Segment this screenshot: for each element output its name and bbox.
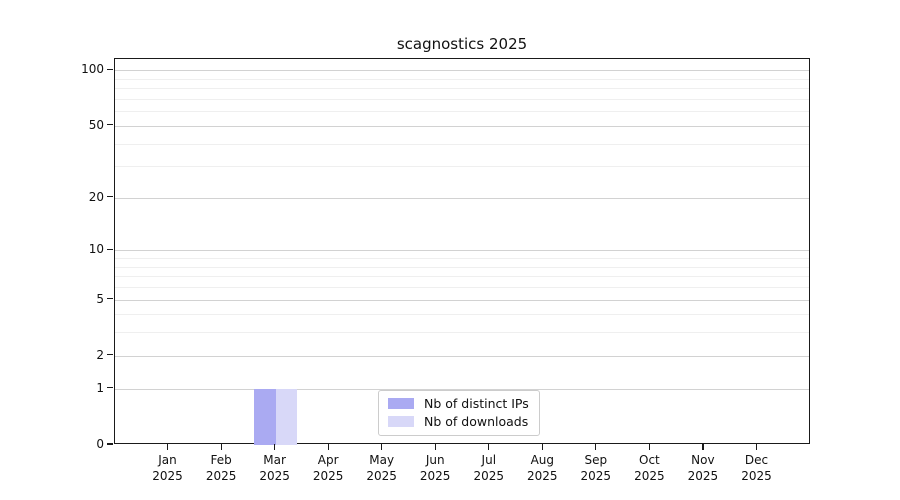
minor-gridline (115, 98, 809, 100)
x-tick-month: Apr (317, 453, 339, 467)
bar (254, 388, 276, 445)
x-tick-label: Jun 2025 (395, 452, 475, 484)
x-tick-month: Dec (744, 453, 769, 467)
legend-label-downloads: Nb of downloads (424, 414, 529, 429)
legend-swatch-downloads (388, 416, 414, 427)
y-tick-label: 100 (81, 62, 104, 77)
y-tick-label: 2 (96, 347, 104, 362)
x-tick-year: 2025 (419, 469, 451, 483)
x-tick-mark (488, 444, 490, 450)
x-tick-month: Sep (584, 453, 608, 467)
x-tick-label: Feb 2025 (181, 452, 261, 484)
gridlines-layer (115, 59, 809, 443)
x-tick-mark (327, 444, 329, 450)
y-tick-label: 0 (96, 437, 104, 451)
major-gridline (115, 299, 809, 301)
x-tick-year: 2025 (473, 469, 505, 483)
x-tick-mark (434, 444, 436, 450)
legend-label-distinct-ips: Nb of distinct IPs (424, 396, 529, 411)
legend-item-downloads: Nb of downloads (388, 414, 529, 429)
x-tick-month: Mar (263, 453, 286, 467)
x-tick-label: Aug 2025 (502, 452, 582, 484)
minor-gridline (115, 287, 809, 288)
x-tick-label: Dec 2025 (717, 452, 797, 484)
minor-gridline (115, 78, 809, 80)
x-tick-year: 2025 (259, 469, 290, 483)
x-tick-month: Jul (481, 453, 497, 467)
y-tick-mark (107, 297, 113, 300)
legend: Nb of distinct IPs Nb of downloads (378, 390, 540, 436)
x-tick-month: Oct (639, 453, 660, 467)
plot-area: Nb of distinct IPs Nb of downloads (114, 58, 810, 445)
major-gridline (115, 250, 809, 252)
x-tick-label: Oct 2025 (609, 452, 689, 484)
y-tick-label: 5 (96, 291, 104, 306)
major-gridline (115, 388, 809, 390)
minor-gridline (115, 111, 809, 113)
x-tick-year: 2025 (205, 469, 237, 483)
legend-item-distinct-ips: Nb of distinct IPs (388, 396, 529, 411)
minor-gridline (115, 88, 809, 90)
y-tick-mark (107, 443, 113, 445)
major-gridline (115, 355, 809, 357)
x-tick-mark (381, 444, 383, 450)
y-tick-mark (107, 124, 113, 126)
x-tick-mark (541, 444, 543, 450)
x-tick-label: Mar 2025 (235, 452, 315, 484)
x-tick-month: Jun (425, 453, 445, 467)
x-tick-label: Apr 2025 (288, 452, 368, 484)
y-tick-mark (107, 196, 113, 198)
y-tick-label: 10 (88, 242, 104, 257)
x-tick-mark (274, 444, 276, 450)
minor-gridline (115, 143, 809, 145)
minor-gridline (115, 332, 809, 334)
x-tick-year: 2025 (687, 469, 719, 483)
minor-gridline (115, 166, 809, 168)
y-tick-mark (107, 248, 113, 250)
y-tick-mark (107, 354, 113, 356)
x-tick-year: 2025 (527, 469, 558, 483)
minor-gridline (115, 314, 809, 316)
minor-gridline (115, 276, 809, 278)
x-tick-year: 2025 (741, 469, 772, 483)
x-tick-mark (702, 444, 704, 450)
x-tick-month: Feb (210, 453, 232, 467)
x-tick-year: 2025 (312, 469, 344, 483)
chart-title: scagnostics 2025 (396, 35, 528, 53)
x-tick-month: Jan (158, 453, 177, 467)
y-tick-mark (107, 68, 113, 70)
y-tick-label: 20 (88, 189, 104, 204)
minor-gridline (115, 258, 809, 259)
x-tick-year: 2025 (634, 469, 665, 483)
x-tick-mark (648, 444, 651, 450)
x-tick-label: May 2025 (342, 452, 422, 484)
x-tick-month: Nov (691, 453, 715, 467)
x-tick-label: Jul 2025 (449, 452, 529, 484)
x-tick-mark (166, 444, 169, 450)
minor-gridline (115, 266, 809, 268)
x-tick-mark (755, 444, 758, 450)
x-tick-mark (220, 444, 222, 450)
x-tick-year: 2025 (152, 469, 183, 483)
major-gridline (115, 70, 809, 72)
x-tick-month: Aug (530, 453, 555, 467)
legend-swatch-distinct-ips (388, 398, 414, 409)
x-tick-year: 2025 (580, 469, 612, 483)
x-tick-month: May (369, 453, 395, 467)
major-gridline (115, 197, 809, 199)
y-tick-label: 50 (88, 117, 104, 132)
y-tick-label: 1 (96, 380, 104, 395)
bar (275, 388, 297, 445)
bars-layer (115, 59, 809, 445)
x-tick-label: Nov 2025 (663, 452, 743, 484)
x-tick-label: Jan 2025 (128, 452, 208, 484)
y-tick-mark (107, 387, 113, 389)
x-tick-year: 2025 (366, 469, 397, 483)
major-gridline (115, 125, 809, 127)
x-tick-mark (595, 444, 597, 450)
x-tick-label: Sep 2025 (556, 452, 636, 484)
